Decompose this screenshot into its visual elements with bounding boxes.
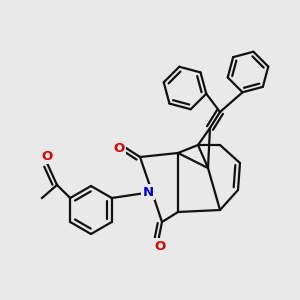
Text: O: O [41, 149, 52, 163]
Text: O: O [154, 239, 166, 253]
Text: O: O [113, 142, 124, 154]
Text: N: N [142, 185, 154, 199]
